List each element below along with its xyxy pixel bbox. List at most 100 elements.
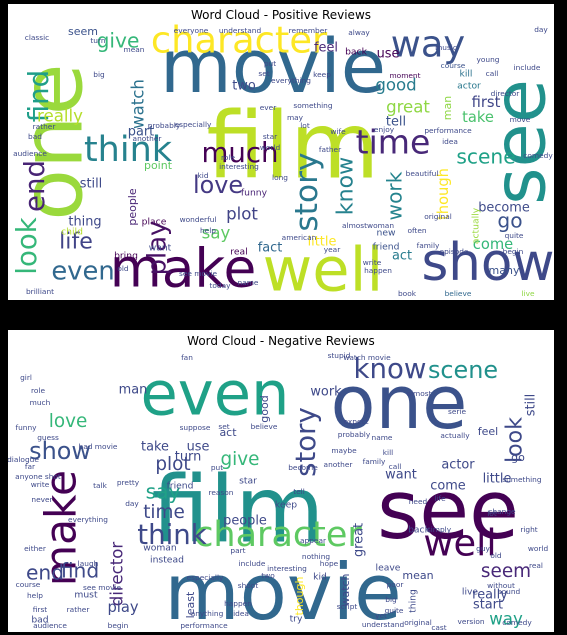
word-call: call (486, 69, 499, 78)
word-another: another (324, 460, 354, 469)
word-script: script (337, 602, 358, 611)
word-give: give (97, 29, 140, 53)
word-movie: movie (164, 548, 401, 632)
word-seem: seem (68, 25, 98, 38)
word-old: old (490, 551, 502, 560)
word-good: good (375, 76, 416, 95)
word-fact: fact (258, 241, 283, 256)
word-remember: remember (289, 26, 329, 35)
word-look: look (502, 417, 528, 463)
word-though: though (293, 577, 306, 616)
word-either: either (24, 544, 47, 553)
word-guess: guess (37, 433, 59, 442)
word-classic: classic (25, 33, 49, 42)
word-maybe: maybe (331, 446, 357, 455)
word-love: love (49, 411, 88, 432)
word-actually: actually (471, 207, 482, 244)
word-interesting: interesting (219, 162, 259, 171)
word-interesting: interesting (267, 564, 307, 573)
word-life: life (59, 229, 93, 255)
word-seem: seem (481, 561, 531, 582)
word-day: day (125, 499, 139, 508)
word-real: real (230, 247, 247, 258)
word-young: young (477, 55, 500, 64)
word-back: back (345, 47, 368, 58)
word-man: man (119, 383, 148, 398)
word-audience: audience (33, 621, 67, 630)
word-many: many (489, 264, 520, 277)
word-kid: kid (313, 572, 327, 583)
word-wonderful: wonderful (180, 215, 217, 224)
word-mean: mean (124, 45, 145, 54)
word-little: little (483, 472, 512, 487)
word-woman: woman (143, 543, 177, 554)
word-wife: wife (330, 127, 346, 136)
word-much: much (201, 136, 278, 169)
word-well: well (263, 236, 384, 300)
word-simply: simply (427, 525, 452, 534)
word-write: write (363, 258, 382, 267)
word-see-movie: see movie (83, 583, 121, 592)
word-change: change (488, 507, 516, 516)
word-mean: mean (402, 569, 433, 582)
word-everyone: everyone (174, 26, 209, 35)
word-talk: talk (93, 481, 107, 490)
word-suppose: suppose (180, 423, 211, 432)
word-way: way (489, 610, 523, 629)
word-film: film (151, 456, 324, 563)
word-watch: watch (339, 573, 352, 606)
word-good: good (258, 395, 271, 422)
word-role: role (221, 153, 235, 162)
word-world: world (528, 544, 549, 553)
word-friend: friend (373, 242, 400, 253)
word-begin: begin (503, 247, 524, 256)
word-even: even (51, 257, 114, 287)
word-watch-movie: watch movie (343, 353, 391, 362)
word-laugh: laugh (78, 559, 99, 568)
word-audience: audience (13, 149, 47, 158)
word-new: new (377, 228, 396, 239)
word-become: become (478, 201, 530, 216)
word-quite: quite (505, 231, 524, 240)
word-want: want (385, 468, 417, 483)
word-serie: serie (448, 407, 466, 416)
word-try: try (290, 614, 303, 625)
word-end: end (18, 160, 51, 212)
word-story: story (289, 152, 325, 231)
word-tell: tell (386, 115, 406, 130)
word-first: first (472, 94, 501, 111)
word-time: time (356, 123, 431, 162)
word-hope: hope (320, 559, 339, 568)
word-work: work (383, 171, 407, 220)
chart-title: Word Cloud - Negative Reviews (187, 334, 375, 348)
word-poor: poor (387, 580, 405, 589)
word-even: even (140, 360, 289, 430)
word-far: far (25, 462, 36, 471)
word-instead: instead (150, 555, 184, 566)
word-original: original (404, 618, 432, 627)
word-two: two (232, 79, 256, 94)
word-turn: turn (90, 36, 105, 45)
word-almost: almost (406, 389, 431, 398)
word-time: time (143, 502, 185, 523)
word-help: help (27, 591, 43, 600)
word-comedy: comedy (523, 151, 553, 160)
word-right: right (520, 525, 537, 534)
word-set: set (218, 422, 229, 431)
word-bad: bad (31, 615, 48, 626)
word-rather: rather (67, 605, 91, 614)
word-people: people (223, 514, 267, 529)
word-put: put (211, 463, 223, 472)
word-comedy: comedy (502, 618, 532, 627)
word-thing: thing (408, 589, 419, 613)
word-beautiful: beautiful (406, 169, 439, 178)
word-become: become (288, 463, 318, 472)
word-really: really (37, 107, 83, 126)
word-great: great (386, 98, 430, 117)
word-leave: leave (376, 563, 401, 574)
word-make: make (37, 470, 86, 586)
word-think: think (137, 518, 206, 551)
word-everything: everything (271, 76, 311, 85)
word-well: well (423, 522, 496, 565)
word-quite: quite (385, 606, 404, 615)
